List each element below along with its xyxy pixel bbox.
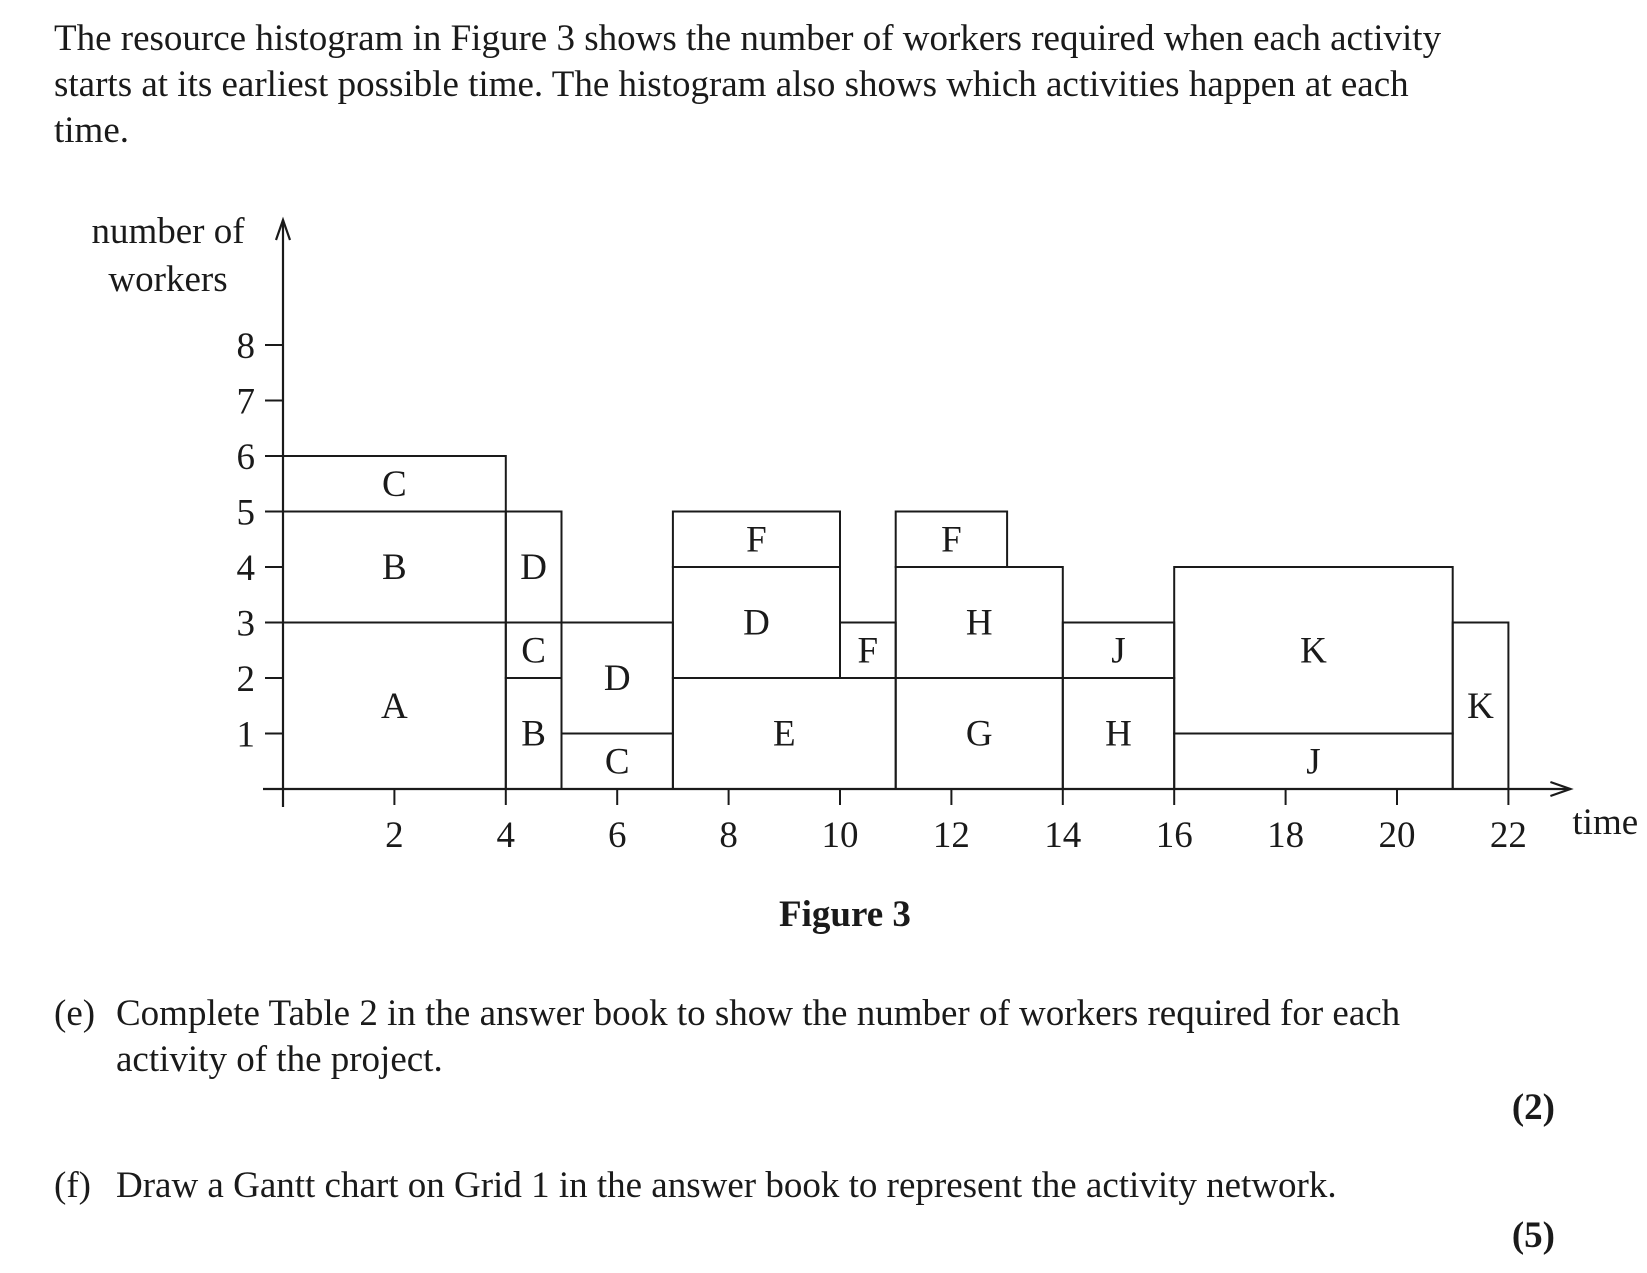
x-tick-label: 18 [1267, 815, 1304, 856]
activity-label-G: G [966, 714, 993, 755]
question-f-text: Draw a Gantt chart on Grid 1 in the answ… [116, 1165, 1337, 1206]
activity-label-K: K [1300, 630, 1327, 671]
activity-block-D [504, 510, 563, 624]
y-tick-label: 8 [237, 326, 256, 367]
question-f-marks: (5) [1511, 1215, 1555, 1256]
x-tick-label: 20 [1379, 815, 1416, 856]
activity-block-K [1451, 621, 1510, 790]
activity-block-C [282, 455, 507, 513]
y-tick-label: 6 [237, 437, 256, 478]
activity-label-F: F [858, 630, 879, 671]
question-e-text: Complete Table 2 in the answer book to s… [116, 993, 1401, 1080]
activity-block-F [894, 510, 1009, 568]
x-tick-label: 16 [1156, 815, 1193, 856]
activity-label-F: F [941, 519, 962, 560]
activity-label-D: D [604, 658, 631, 699]
y-tick-label: 4 [237, 548, 256, 589]
y-tick-label: 5 [237, 493, 256, 534]
activity-label-F: F [746, 519, 767, 560]
activity-label-D: D [743, 603, 770, 644]
question-e-label: (e) [54, 993, 96, 1034]
activity-label-D: D [520, 547, 547, 588]
activity-blocks [282, 455, 1510, 790]
x-tick-label: 22 [1490, 815, 1527, 856]
activity-label-C: C [382, 464, 407, 505]
y-axis-title-line2: workers [108, 259, 227, 300]
activity-label-C: C [605, 741, 630, 782]
activity-label-B: B [521, 714, 546, 755]
x-axis-arrowhead [1550, 780, 1574, 798]
resource-histogram-figure: 2 4 6 8 10 12 14 16 18 20 22 1 2 3 4 5 6 7 8 time number of w… [91, 211, 1638, 856]
x-tick-label: 10 [822, 815, 859, 856]
y-tick-label: 1 [237, 715, 256, 756]
activity-label-H: H [1105, 714, 1132, 755]
activity-label-C: C [521, 630, 546, 671]
question-f-label: (f) [54, 1165, 91, 1206]
x-axis-title: time [1572, 802, 1638, 843]
question-f: (f) Draw a Gantt chart on Grid 1 in the … [54, 1163, 1454, 1209]
activity-label-E: E [773, 714, 796, 755]
y-tick-label: 3 [237, 604, 256, 645]
figure-caption: Figure 3 [779, 894, 911, 935]
y-tick-label: 7 [237, 382, 256, 423]
activity-labels: A B C B C D C D E D F F G H F H J J K K [381, 464, 1494, 783]
x-tick-label: 2 [385, 815, 404, 856]
activity-label-J: J [1111, 630, 1125, 671]
activity-label-J: J [1306, 741, 1320, 782]
activity-label-H: H [966, 603, 993, 644]
x-tick-label: 6 [608, 815, 627, 856]
activity-block-F [671, 510, 842, 568]
question-e-marks: (2) [1511, 1087, 1555, 1128]
activity-label-K: K [1467, 686, 1494, 727]
x-tick-label: 4 [497, 815, 516, 856]
y-axis-title-line1: number of [91, 211, 245, 252]
question-e: (e) Complete Table 2 in the answer book … [54, 991, 1454, 1083]
y-axis-arrowhead [274, 216, 292, 241]
x-tick-label: 14 [1044, 815, 1081, 856]
x-tick-label: 12 [933, 815, 970, 856]
intro-paragraph: The resource histogram in Figure 3 shows… [54, 18, 1442, 151]
y-tick-label: 2 [237, 659, 256, 700]
activity-label-B: B [382, 547, 407, 588]
activity-label-A: A [381, 686, 408, 727]
x-tick-label: 8 [719, 815, 738, 856]
